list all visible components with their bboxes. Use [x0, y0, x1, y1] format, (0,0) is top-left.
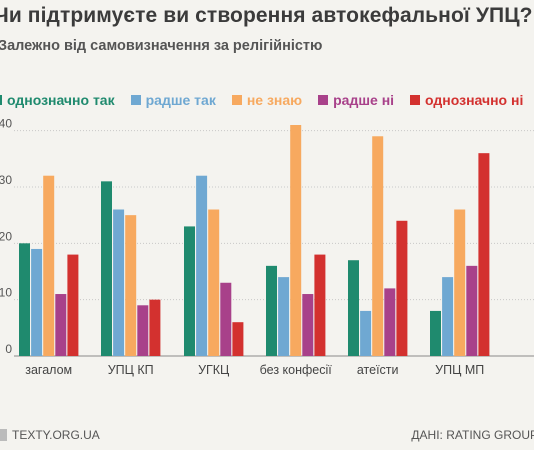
bar-5-0 — [430, 310, 441, 356]
bar-4-1 — [360, 310, 372, 356]
y-tick-label-2: 20 — [0, 229, 12, 243]
bar-2-0 — [184, 226, 195, 356]
bar-2-3 — [220, 282, 232, 356]
y-tick-label-0: 0 — [5, 342, 12, 356]
bar-5-3 — [466, 265, 478, 356]
legend: однозначно так радше так не знаю радше н… — [0, 92, 534, 108]
bar-3-0 — [266, 265, 277, 356]
bar-4-3 — [384, 288, 396, 356]
x-tick-label-0: загалом — [25, 363, 72, 377]
y-tick-label-3: 30 — [0, 173, 12, 187]
footer-left-text: TEXTY.ORG.UA — [12, 428, 100, 442]
legend-item-2: не знаю — [231, 92, 303, 108]
bar-3-3 — [302, 294, 314, 356]
bar-1-2 — [125, 215, 137, 356]
x-tick-label-4: атеїсти — [357, 363, 399, 377]
footer-source-right: ДАНІ: RATING GROUP — [411, 428, 534, 442]
x-tick-label-5: УПЦ МП — [435, 363, 484, 377]
legend-swatch-2 — [231, 95, 242, 105]
bar-3-4 — [314, 254, 326, 356]
bar-4-0 — [348, 260, 359, 356]
chart-subtitle: Залежно від самовизначення за релігійніс… — [0, 38, 323, 54]
chart-title: Чи підтримуєте ви створення автокефально… — [0, 4, 533, 27]
bar-2-4 — [232, 322, 244, 356]
legend-label-0: однозначно так — [7, 92, 115, 108]
legend-item-1: радше так — [130, 92, 216, 108]
bar-0-2 — [43, 175, 55, 356]
legend-label-2: не знаю — [246, 92, 303, 108]
legend-label-3: радше ні — [333, 92, 395, 108]
x-tick-label-3: без конфесії — [260, 363, 333, 377]
bar-5-2 — [454, 209, 466, 356]
bar-1-0 — [101, 181, 112, 356]
bar-5-4 — [478, 153, 490, 356]
bar-1-4 — [149, 299, 161, 356]
y-tick-label-1: 10 — [0, 286, 12, 300]
bar-2-1 — [196, 175, 208, 356]
x-tick-label-1: УПЦ КП — [108, 363, 154, 377]
legend-item-4: однозначно ні — [410, 92, 523, 108]
bar-3-1 — [278, 277, 290, 356]
footer-source-left: TEXTY.ORG.UA — [0, 428, 100, 442]
legend-item-3: радше ні — [318, 92, 394, 108]
bar-3-2 — [290, 125, 302, 356]
bar-1-3 — [137, 305, 149, 356]
legend-swatch-4 — [410, 95, 421, 105]
legend-swatch-0 — [0, 95, 2, 105]
bar-2-2 — [208, 209, 220, 356]
legend-label-4: однозначно ні — [425, 92, 524, 108]
bar-4-4 — [396, 220, 408, 356]
x-tick-label-2: УГКЦ — [198, 363, 230, 377]
y-tick-label-4: 40 — [0, 117, 12, 131]
bar-0-3 — [55, 294, 67, 356]
bar-4-2 — [372, 136, 384, 356]
bar-0-4 — [67, 254, 79, 356]
bar-5-1 — [442, 277, 454, 356]
legend-label-1: радше так — [145, 92, 216, 108]
bar-0-1 — [31, 248, 43, 356]
legend-item-0: однозначно так — [0, 92, 115, 108]
bar-1-1 — [113, 209, 125, 356]
bar-0-0 — [19, 243, 30, 356]
legend-swatch-3 — [318, 95, 329, 105]
texty-logo-icon — [0, 429, 7, 441]
legend-swatch-1 — [130, 95, 141, 105]
